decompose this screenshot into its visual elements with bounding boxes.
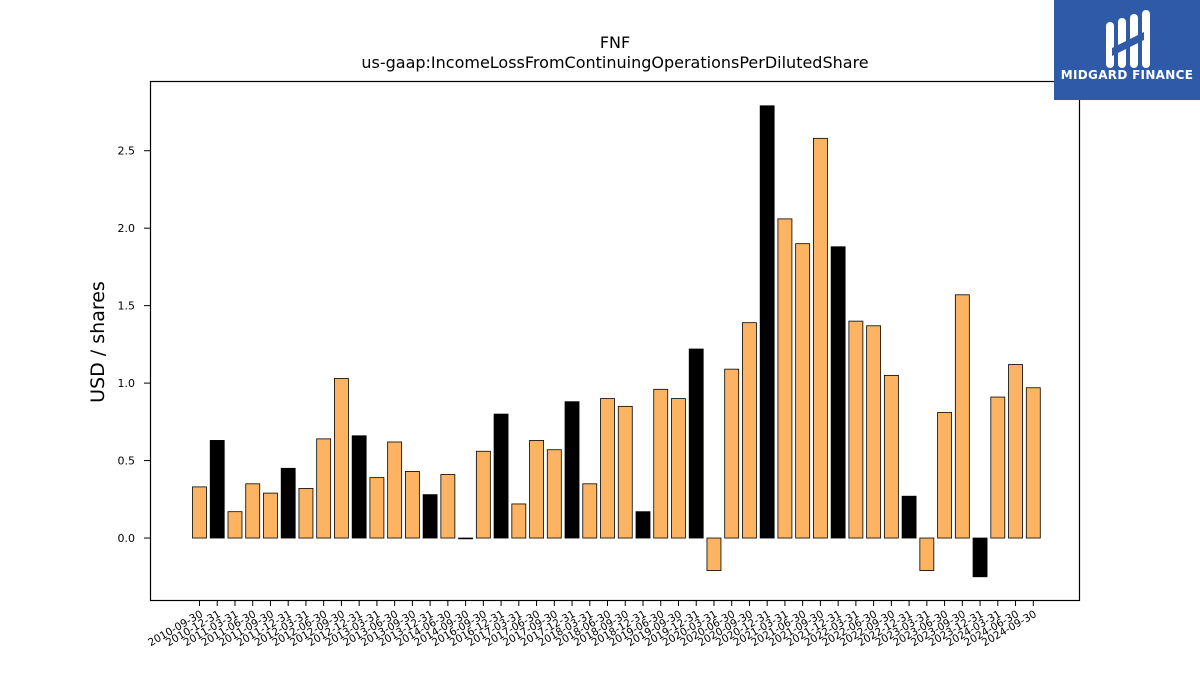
bars-group [192,105,1041,578]
bar-2024-09-30 [1025,387,1041,539]
bar-2021-09-30 [813,137,828,539]
bar-2016-12-31 [493,413,509,539]
bar-2017-03-31 [511,503,527,539]
chart-title: FNF [600,33,630,52]
bar-2010-12-31 [209,440,225,539]
bar-2019-09-30 [671,398,686,539]
bar-2010-09-30 [192,486,207,539]
brand-name: MIDGARD FINANCE [1060,68,1194,82]
bar-2013-09-30 [404,471,420,539]
bar-2011-09-30 [263,492,278,539]
bar-2013-06-30 [387,441,403,539]
bar-2022-03-31 [848,320,864,539]
y-tick-label: 1.5 [118,300,136,313]
y-axis-label: USD / shares [87,281,109,403]
bar-2020-09-30 [742,322,757,539]
bar-2021-06-30 [795,243,811,539]
y-tick-label: 2.5 [118,145,136,158]
bar-2012-09-30 [334,378,349,539]
logo-mark-icon [1106,10,1150,68]
bar-2022-12-31 [901,495,917,539]
bar-2018-06-30 [600,398,615,539]
bar-2019-06-30 [653,388,669,539]
chart-subtitle: us-gaap:IncomeLossFromContinuingOperatio… [361,53,868,72]
ticks-group: 2010-09-302010-12-312011-03-312011-06-30… [118,145,1039,649]
y-tick-label: 0.5 [118,455,136,468]
bar-2014-09-30 [458,537,474,540]
bar-2022-06-30 [866,325,882,539]
bar-2024-06-30 [1008,364,1023,539]
bar-2011-12-31 [280,467,296,539]
plot-frame [149,80,1081,602]
bar-2012-12-31 [351,435,367,539]
bar-2012-03-31 [298,488,314,539]
bar-2018-03-31 [582,483,598,539]
bar-2017-12-31 [564,401,580,539]
bar-2023-03-31 [919,537,935,571]
bar-2023-12-31 [972,537,988,578]
bar-2023-06-30 [937,412,952,539]
bar-2017-06-30 [529,440,544,539]
bar-2011-06-30 [245,483,261,539]
bar-2019-12-31 [688,348,704,539]
bar-2021-12-31 [830,246,846,539]
bar-2020-06-30 [724,368,740,539]
y-tick-label: 0.0 [118,532,136,545]
bar-2013-12-31 [422,494,438,539]
bar-2011-03-31 [227,511,243,539]
bar-2022-09-30 [883,374,899,539]
bar-2017-09-30 [546,449,562,539]
bar-2018-12-31 [635,511,651,539]
bar-2018-09-30 [617,405,633,539]
bar-2023-09-30 [954,294,970,539]
bar-2014-06-30 [440,474,456,539]
bar-2020-12-31 [759,105,775,539]
bar-2016-09-30 [475,450,491,539]
bar-2012-06-30 [316,438,332,539]
y-tick-label: 2.0 [118,222,136,235]
bar-2013-03-31 [369,477,385,539]
bar-2020-03-31 [706,537,722,571]
brand-logo: MIDGARD FINANCE [1054,0,1200,100]
bar-2024-03-31 [990,396,1006,539]
bar-2021-03-31 [777,218,793,539]
y-tick-label: 1.0 [118,377,136,390]
